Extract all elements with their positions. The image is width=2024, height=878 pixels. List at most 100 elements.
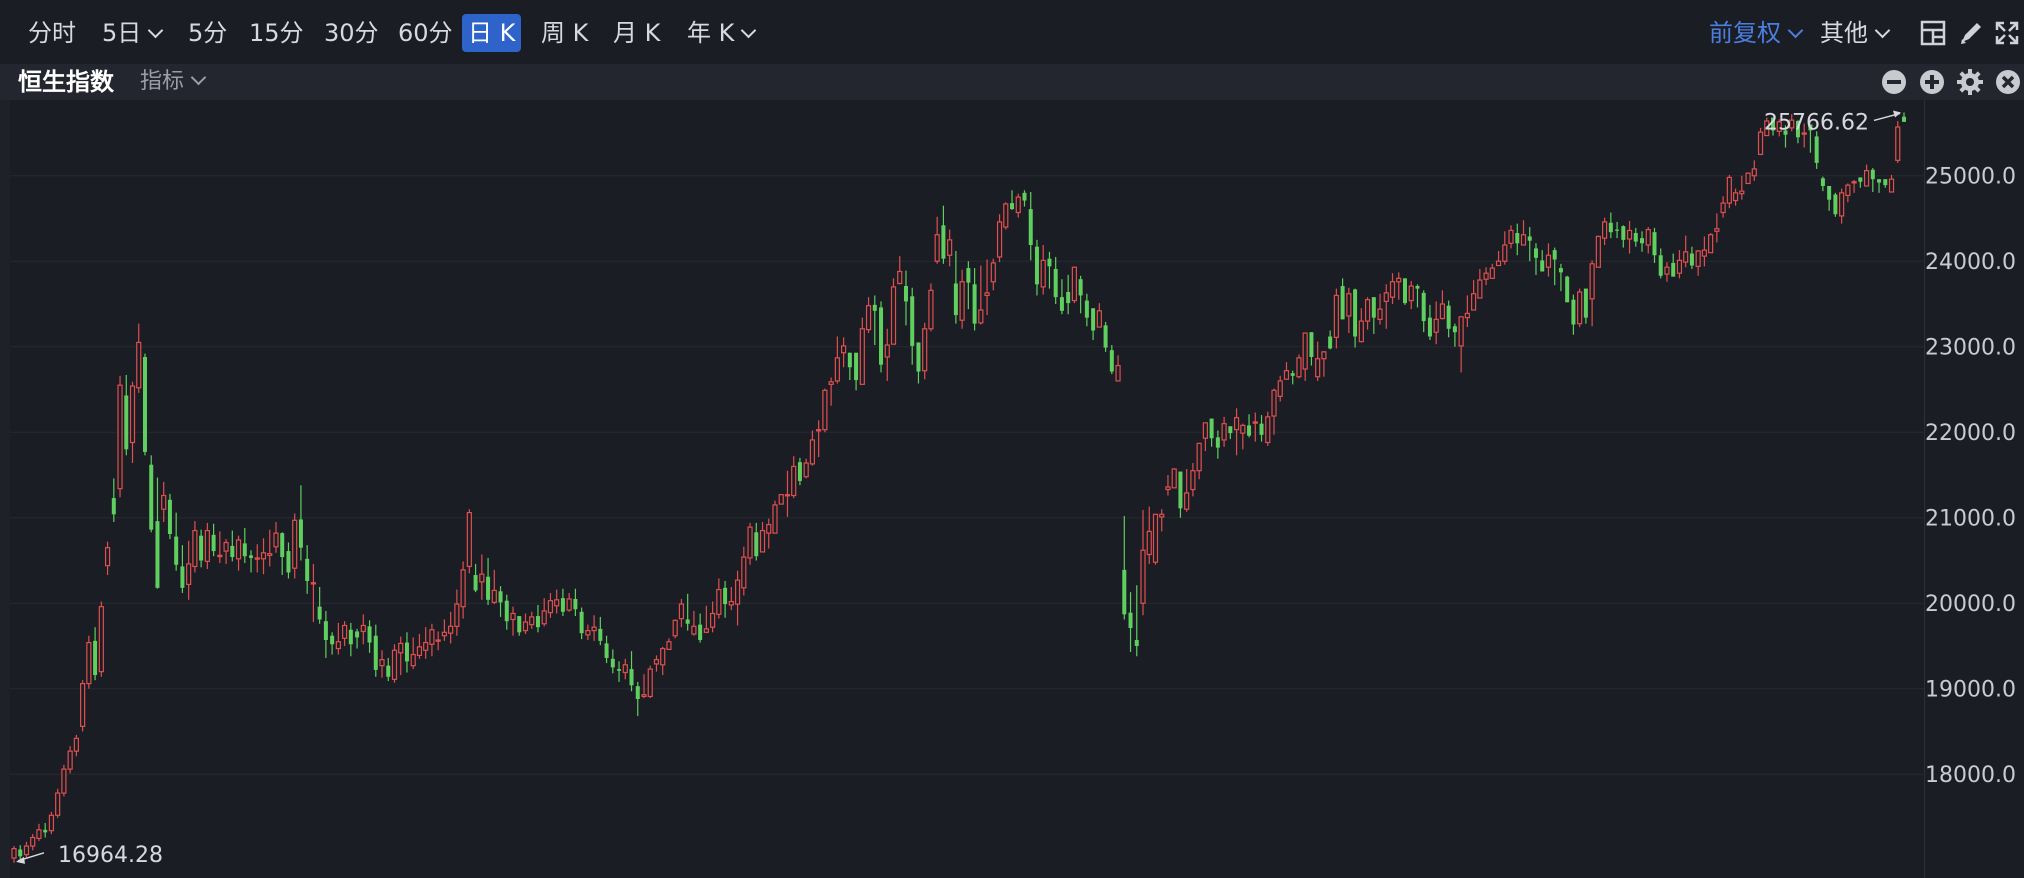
candle-body: [1652, 232, 1657, 256]
timeframe-weekly-k[interactable]: 周 K: [541, 19, 589, 47]
candle-body: [847, 352, 852, 368]
candle-body: [149, 464, 154, 530]
candle: [1309, 332, 1314, 366]
candle-body: [161, 494, 167, 510]
candle: [23, 841, 30, 858]
timeframe-yearly-k[interactable]: 年 K: [681, 14, 760, 52]
layout-grid-icon[interactable]: [1920, 20, 1946, 46]
timeframe-daily-k[interactable]: 日 K: [462, 14, 522, 52]
timeframe-5day[interactable]: 5日: [96, 14, 167, 52]
timeframe-fenshi[interactable]: 分时: [28, 19, 76, 47]
candle-body: [754, 532, 759, 557]
candle: [728, 586, 734, 611]
timeframe-30min[interactable]: 30分: [324, 19, 379, 47]
plot-area: [10, 100, 1924, 878]
candle-body: [897, 270, 903, 285]
candle-body: [1726, 176, 1732, 204]
candle-body: [1820, 178, 1825, 186]
candle: [1764, 117, 1770, 137]
candle: [1184, 469, 1190, 512]
adjust-dropdown[interactable]: 前复权: [1709, 14, 1804, 52]
candle-body: [510, 612, 516, 621]
candle: [723, 581, 728, 618]
candle: [510, 606, 516, 636]
candle: [1109, 345, 1114, 375]
candle: [1340, 278, 1345, 320]
candle: [847, 352, 852, 381]
candle-body: [678, 603, 685, 620]
candle-body: [1015, 196, 1021, 214]
candle: [1714, 213, 1720, 243]
candle: [1115, 355, 1121, 382]
candle: [978, 265, 984, 325]
candle: [117, 375, 123, 498]
candle-body: [473, 575, 478, 591]
candle-body: [1877, 179, 1882, 183]
candle: [1814, 131, 1819, 169]
other-dropdown[interactable]: 其他: [1820, 14, 1891, 52]
candle-body: [1783, 130, 1788, 135]
zoom-in-icon[interactable]: [1918, 68, 1946, 96]
candle: [604, 635, 609, 664]
candle-body: [36, 829, 42, 839]
candle: [242, 528, 247, 564]
candle-body: [1196, 442, 1202, 472]
candle: [1415, 284, 1420, 308]
candle: [1520, 220, 1527, 246]
y-tick-label: 19000.0: [1925, 678, 2016, 703]
candle-body: [1328, 336, 1333, 349]
indicator-dropdown[interactable]: 指标: [140, 64, 207, 100]
zoom-out-icon[interactable]: [1880, 68, 1908, 96]
fullscreen-icon[interactable]: [1994, 20, 2020, 46]
candle-body: [1022, 192, 1027, 201]
candle-body: [1252, 421, 1258, 424]
candle: [547, 592, 554, 618]
candle: [429, 623, 435, 657]
candle: [410, 637, 416, 670]
candle-body: [759, 529, 766, 553]
candle: [55, 788, 61, 818]
candle-body: [1078, 279, 1083, 296]
pen-draw-icon[interactable]: [1958, 20, 1984, 46]
candle-body: [1870, 169, 1875, 180]
candle: [367, 620, 372, 653]
candle: [1851, 180, 1857, 193]
close-icon[interactable]: [1994, 68, 2022, 96]
timeframe-5min[interactable]: 5分: [188, 19, 228, 47]
candle: [235, 535, 242, 571]
candle-body: [922, 328, 928, 372]
candle: [691, 610, 697, 636]
candle-body: [784, 494, 791, 497]
candle-body: [996, 221, 1003, 258]
settings-icon[interactable]: [1956, 68, 1984, 96]
candle: [834, 336, 840, 384]
candle-body: [778, 494, 784, 505]
y-tick-label: 25000.0: [1925, 165, 2016, 190]
candle-body: [585, 629, 591, 636]
candle-body: [579, 611, 584, 634]
candle-body: [1858, 177, 1863, 182]
candle: [479, 554, 485, 600]
candle-body: [598, 628, 603, 641]
timeframe-60min[interactable]: 60分: [398, 19, 453, 47]
candle: [573, 588, 578, 617]
candle-body: [1433, 318, 1439, 333]
candle: [142, 353, 147, 456]
candle-body: [1883, 179, 1888, 186]
candle: [98, 601, 104, 677]
candle-body: [1708, 234, 1714, 254]
candle-body: [1415, 286, 1420, 289]
candle: [43, 822, 48, 838]
chevron-down-icon: [741, 22, 757, 39]
candle-body: [1495, 260, 1502, 267]
candle: [211, 523, 216, 557]
candle: [797, 457, 802, 486]
candle: [766, 518, 772, 549]
timeframe-15min[interactable]: 15分: [249, 19, 304, 47]
candle-body: [872, 304, 877, 311]
candle: [641, 674, 647, 699]
timeframe-monthly-k[interactable]: 月 K: [613, 19, 661, 47]
candle-body: [86, 641, 92, 685]
candle: [67, 746, 73, 774]
